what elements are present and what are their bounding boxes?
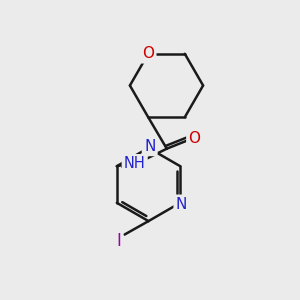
- Text: NH: NH: [124, 156, 146, 171]
- Text: N: N: [144, 139, 155, 154]
- Text: O: O: [142, 46, 154, 61]
- Text: O: O: [188, 131, 200, 146]
- Text: N: N: [176, 197, 187, 212]
- Text: I: I: [116, 232, 121, 250]
